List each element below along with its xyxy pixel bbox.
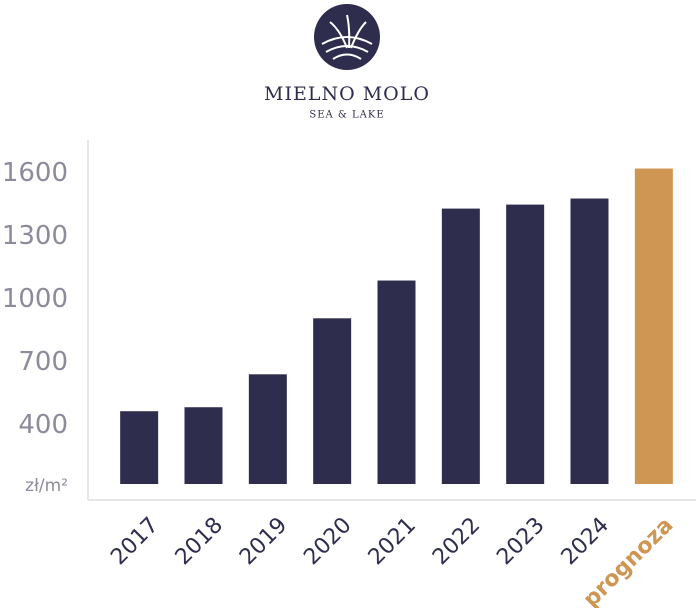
x-tick-label: 2022 bbox=[428, 513, 485, 570]
x-tick-label: 2023 bbox=[492, 513, 549, 570]
logo-subtitle: SEA & LAKE bbox=[309, 110, 384, 121]
y-tick-label: 700 bbox=[18, 347, 68, 377]
y-tick-label: 400 bbox=[18, 410, 68, 440]
bar bbox=[248, 374, 287, 484]
x-tick-label: 2021 bbox=[364, 513, 421, 570]
bar bbox=[184, 407, 223, 484]
x-tick-label: 2020 bbox=[299, 513, 356, 570]
bar bbox=[377, 280, 416, 484]
x-tick-label: 2018 bbox=[171, 513, 228, 570]
logo bbox=[314, 4, 380, 70]
bar bbox=[506, 204, 545, 485]
bar bbox=[570, 198, 609, 484]
x-tick-label: 2019 bbox=[235, 513, 292, 570]
y-tick-label: 1300 bbox=[2, 221, 68, 251]
logo-title: MIELNO MOLO bbox=[264, 83, 430, 105]
logo-waves bbox=[321, 14, 373, 60]
y-tick-label: 1000 bbox=[2, 284, 68, 314]
bar bbox=[313, 318, 352, 484]
bar bbox=[441, 208, 480, 484]
bar bbox=[634, 168, 673, 484]
x-tick-label: 2017 bbox=[106, 513, 163, 570]
bar bbox=[120, 411, 159, 484]
x-tick-label: 2024 bbox=[557, 513, 614, 570]
y-unit-label: zł/m² bbox=[25, 476, 68, 496]
y-tick-label: 1600 bbox=[2, 158, 68, 188]
